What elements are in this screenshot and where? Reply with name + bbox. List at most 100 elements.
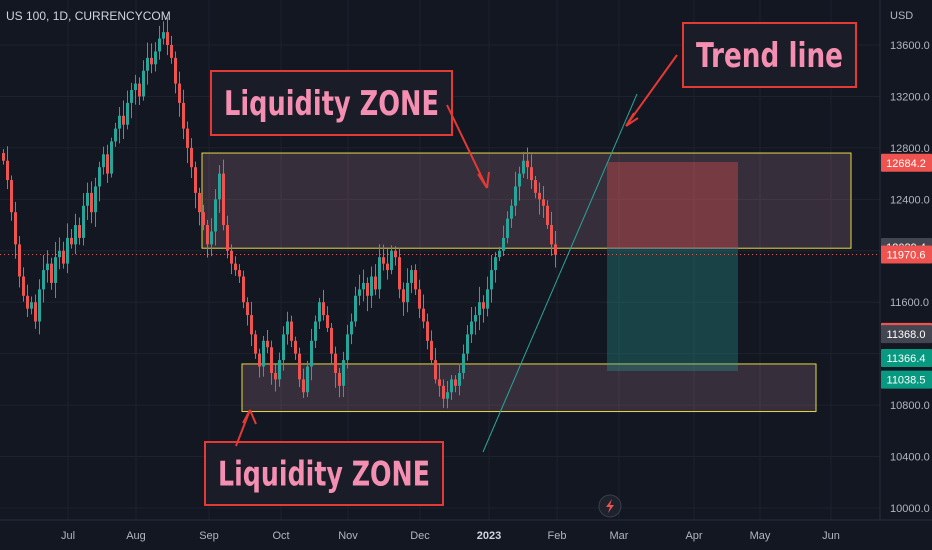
candle[interactable] <box>262 336 265 377</box>
candle[interactable] <box>174 51 177 94</box>
candle[interactable] <box>298 347 301 388</box>
candle[interactable] <box>234 256 237 276</box>
candle[interactable] <box>202 204 205 231</box>
candle[interactable] <box>358 274 361 306</box>
candle[interactable] <box>530 154 533 189</box>
candle[interactable] <box>366 277 369 312</box>
candle[interactable] <box>82 193 85 246</box>
price-tag[interactable]: 12684.2 <box>881 153 932 172</box>
candle[interactable] <box>166 17 169 56</box>
candle[interactable] <box>434 347 437 384</box>
candle[interactable] <box>22 267 25 302</box>
candle[interactable] <box>502 225 505 257</box>
candle[interactable] <box>494 252 497 283</box>
candle[interactable] <box>38 279 41 335</box>
candle[interactable] <box>134 74 137 105</box>
candle[interactable] <box>422 294 425 329</box>
candle[interactable] <box>30 296 33 315</box>
symbol-title[interactable]: US 100, 1D, CURRENCYCOM <box>6 9 171 23</box>
candle[interactable] <box>490 254 493 303</box>
candle[interactable] <box>534 175 537 199</box>
liquidity-zone[interactable] <box>241 363 817 413</box>
trend-line[interactable] <box>482 93 638 453</box>
candle[interactable] <box>310 328 313 381</box>
candle[interactable] <box>314 315 317 349</box>
candle[interactable] <box>318 297 321 329</box>
candle[interactable] <box>26 284 29 317</box>
candle[interactable] <box>178 71 181 117</box>
candle[interactable] <box>118 107 121 144</box>
candle[interactable] <box>378 244 381 299</box>
candle[interactable] <box>446 380 449 409</box>
candle[interactable] <box>426 313 429 350</box>
candle[interactable] <box>42 254 45 303</box>
candle[interactable] <box>86 182 89 220</box>
candle[interactable] <box>390 245 393 275</box>
candle[interactable] <box>58 237 61 270</box>
candle[interactable] <box>398 247 401 299</box>
candle[interactable] <box>34 294 37 329</box>
candle[interactable] <box>382 244 385 271</box>
candle[interactable] <box>346 324 349 369</box>
candle[interactable] <box>258 348 261 378</box>
candle[interactable] <box>130 82 133 119</box>
candle[interactable] <box>510 199 513 228</box>
lightning-icon[interactable] <box>598 494 622 518</box>
candle[interactable] <box>90 181 93 224</box>
candle[interactable] <box>122 100 125 139</box>
candle[interactable] <box>326 306 329 333</box>
candle[interactable] <box>70 229 73 249</box>
candle[interactable] <box>186 121 189 164</box>
candle[interactable] <box>46 250 49 283</box>
candle[interactable] <box>214 189 217 246</box>
candle[interactable] <box>230 244 233 275</box>
candle[interactable] <box>238 264 241 283</box>
candle[interactable] <box>226 215 229 259</box>
liquidity-zone[interactable] <box>201 152 852 249</box>
candle[interactable] <box>162 21 165 45</box>
candle[interactable] <box>458 363 461 396</box>
candle[interactable] <box>74 213 77 255</box>
candle[interactable] <box>94 177 97 227</box>
candle[interactable] <box>98 161 101 202</box>
candle[interactable] <box>286 311 289 345</box>
annotation-box[interactable]: Trend line <box>682 22 857 88</box>
candle[interactable] <box>146 42 149 85</box>
candle[interactable] <box>454 375 457 393</box>
candle[interactable] <box>306 360 309 398</box>
candle[interactable] <box>170 35 173 64</box>
candle[interactable] <box>322 289 325 321</box>
candle[interactable] <box>550 211 553 256</box>
candle[interactable] <box>10 175 13 221</box>
candle[interactable] <box>150 43 153 74</box>
candle[interactable] <box>266 330 269 354</box>
candle[interactable] <box>498 246 501 262</box>
candle[interactable] <box>482 295 485 323</box>
candle[interactable] <box>342 351 345 398</box>
candle[interactable] <box>362 269 365 302</box>
candle[interactable] <box>54 241 57 298</box>
candle[interactable] <box>374 264 377 296</box>
candle[interactable] <box>302 368 305 399</box>
candle[interactable] <box>334 346 337 388</box>
candle[interactable] <box>506 211 509 244</box>
candle[interactable] <box>350 313 353 345</box>
candle[interactable] <box>154 42 157 72</box>
candle[interactable] <box>518 166 521 201</box>
candle[interactable] <box>294 336 297 360</box>
candle[interactable] <box>410 265 413 294</box>
candle[interactable] <box>14 201 17 259</box>
candle[interactable] <box>158 25 161 60</box>
candle[interactable] <box>438 364 441 397</box>
candle[interactable] <box>190 138 193 178</box>
candle[interactable] <box>442 379 445 408</box>
price-tag[interactable]: 11368.0 <box>881 325 932 344</box>
candle[interactable] <box>110 137 113 178</box>
candle[interactable] <box>106 144 109 183</box>
candle[interactable] <box>66 223 69 274</box>
candle[interactable] <box>218 165 221 213</box>
candle[interactable] <box>450 374 453 400</box>
candle[interactable] <box>102 146 105 175</box>
candle[interactable] <box>514 171 517 216</box>
